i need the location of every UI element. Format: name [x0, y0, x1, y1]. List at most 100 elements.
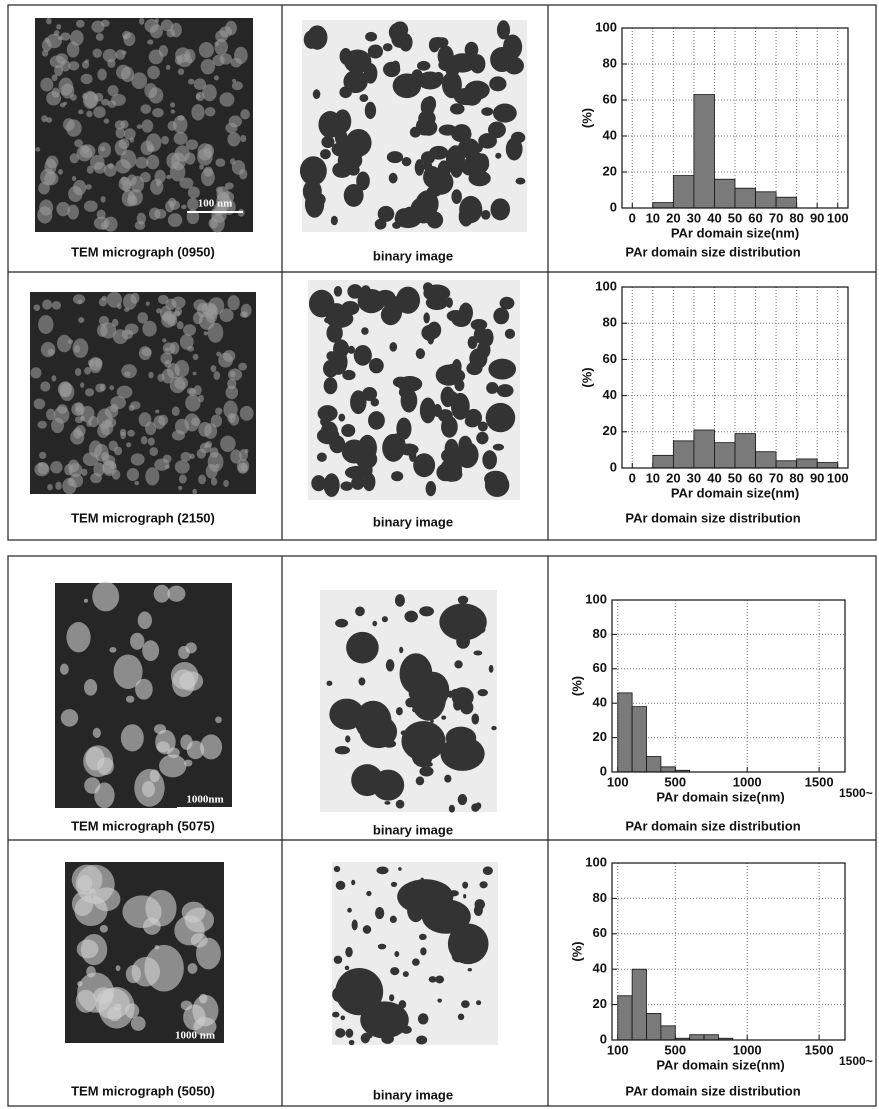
texture [153, 724, 167, 735]
texture [131, 72, 148, 90]
domain [437, 45, 454, 67]
domain [419, 119, 438, 136]
domain [308, 289, 335, 318]
domain [477, 421, 488, 432]
texture [41, 115, 48, 123]
domain [496, 384, 514, 398]
texture [66, 622, 91, 653]
texture [75, 864, 115, 904]
texture [209, 447, 219, 458]
y-tick-label: 40 [593, 695, 607, 710]
domain [465, 408, 483, 427]
domain [395, 286, 421, 314]
domain [339, 48, 352, 65]
texture [137, 312, 149, 324]
texture [123, 128, 136, 140]
texture [215, 716, 222, 724]
texture [57, 381, 72, 398]
texture [190, 933, 208, 948]
texture [102, 460, 117, 476]
texture [154, 945, 160, 950]
texture [179, 177, 194, 189]
texture [55, 481, 62, 490]
texture [152, 108, 164, 118]
domain [495, 152, 502, 159]
domain [463, 137, 472, 145]
texture [64, 464, 74, 476]
texture [47, 348, 55, 356]
texture [215, 158, 226, 167]
x-tick-label: 90 [810, 210, 824, 225]
domain [358, 677, 366, 686]
texture [145, 301, 150, 306]
texture [101, 295, 108, 301]
domain [401, 721, 446, 762]
texture [134, 480, 140, 486]
y-tick-label: 60 [603, 91, 617, 106]
domain [476, 341, 491, 359]
texture [177, 115, 185, 121]
domain [515, 177, 526, 185]
domain [451, 189, 462, 205]
texture [240, 463, 248, 472]
domain [333, 955, 343, 964]
texture [223, 400, 238, 419]
domain [345, 1028, 354, 1038]
texture [227, 295, 240, 311]
texture [173, 131, 188, 145]
domain [390, 881, 398, 887]
domain [414, 159, 425, 176]
domain [449, 156, 464, 178]
y-tick-label: 0 [610, 199, 617, 214]
domain [338, 413, 346, 422]
texture [44, 158, 57, 175]
domain [359, 94, 369, 103]
domain [447, 391, 459, 405]
texture [69, 29, 84, 46]
domain [339, 139, 356, 160]
bar [646, 1013, 662, 1041]
texture [145, 421, 157, 436]
x-tick-label: 20 [666, 470, 680, 485]
texture [80, 382, 85, 388]
x-tick-label: 1500 [805, 1042, 834, 1057]
domain [427, 321, 442, 339]
y-tick-label: 0 [600, 1031, 607, 1046]
domain [347, 284, 363, 299]
texture [153, 415, 166, 430]
domain [348, 1039, 355, 1046]
texture [156, 308, 162, 314]
texture [149, 447, 159, 457]
x-tick-label: 20 [666, 210, 680, 225]
domain [333, 865, 341, 873]
domain [401, 157, 412, 167]
binary-caption: binary image [373, 514, 453, 529]
domain [457, 793, 468, 806]
texture [169, 200, 181, 210]
domain [413, 453, 436, 478]
texture [30, 367, 42, 379]
domain [488, 121, 506, 139]
domain [489, 76, 507, 92]
domain [499, 296, 515, 310]
texture [192, 488, 197, 495]
texture [41, 49, 49, 57]
domain [510, 131, 526, 144]
texture [181, 901, 206, 923]
texture [104, 417, 117, 428]
domain [381, 616, 388, 623]
domain [422, 282, 433, 293]
texture [75, 19, 85, 28]
texture [42, 299, 53, 310]
domain [380, 304, 401, 326]
texture [181, 204, 187, 210]
bar [631, 968, 647, 1041]
domain [365, 110, 372, 119]
texture [58, 168, 64, 175]
texture [61, 83, 75, 99]
x-tick-label: 50 [728, 210, 742, 225]
texture [230, 449, 242, 464]
x-tick-label: 70 [769, 470, 783, 485]
texture [223, 350, 236, 362]
